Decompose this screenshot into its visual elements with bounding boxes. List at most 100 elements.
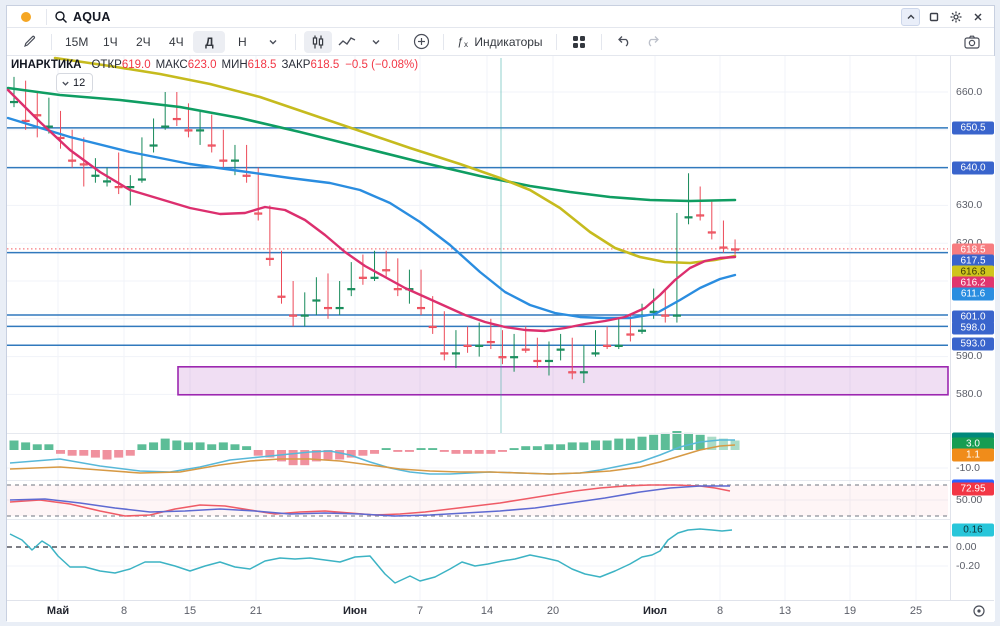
candle [242, 174, 251, 177]
legend-symbol: ИНАРКТИКА [11, 59, 82, 71]
collapse-button[interactable] [901, 7, 920, 26]
timeframe-15m[interactable]: 15M [65, 34, 89, 49]
close-icon[interactable] [969, 9, 986, 25]
price-badge-616.8: 616.8 [952, 265, 994, 279]
price-badge-601.0: 601.0 [952, 310, 994, 324]
search-icon[interactable] [54, 10, 68, 24]
price-axis-label: -0.20 [956, 560, 980, 572]
draw-pencil-icon[interactable] [15, 31, 43, 53]
time-tick-8: 8 [716, 605, 724, 617]
ohlc-legend: ИНАРКТИКА ОТКР619.0 МАКС623.0 МИН618.5 ЗАКР6… [11, 59, 418, 71]
scroll-to-realtime-icon[interactable] [972, 604, 986, 623]
time-tick-21: 21 [249, 605, 263, 617]
price-axis-label: -10.0 [956, 462, 980, 474]
candle [591, 352, 600, 355]
timeframe-4ч[interactable]: 4Ч [169, 34, 184, 49]
compare-plus-icon[interactable] [407, 31, 435, 53]
candle [370, 276, 379, 279]
undo-icon[interactable] [610, 31, 638, 53]
camera-snapshot-icon[interactable] [958, 31, 986, 53]
ma-green [6, 86, 737, 203]
style-chevron-down-icon[interactable] [362, 31, 390, 53]
legend-label: МИН [221, 59, 248, 71]
support-zone-rectangle[interactable] [177, 366, 949, 396]
divider [46, 8, 47, 25]
candle [603, 344, 612, 347]
collapsed-count: 12 [73, 77, 86, 89]
legend-label: ОТКР [91, 59, 122, 71]
candle [103, 180, 112, 183]
status-dot [21, 11, 31, 22]
timeframe-group: 15M 1Ч 2Ч 4Ч Д Н [60, 30, 258, 53]
ma-yellow [53, 56, 737, 265]
candle [184, 129, 193, 132]
level-lines[interactable] [7, 127, 948, 347]
candle [451, 352, 460, 355]
price-axis-label: 0.00 [956, 541, 977, 553]
timeframe-д[interactable]: Д [193, 30, 226, 53]
candle [289, 314, 298, 317]
timeframe-chevron-down-icon[interactable] [259, 31, 287, 53]
pane-separator[interactable] [7, 433, 994, 434]
candle [277, 295, 286, 298]
divider [51, 33, 52, 50]
collapsed-indicators-pill[interactable]: 12 [56, 73, 94, 93]
timeframe-2ч[interactable]: 2Ч [136, 34, 151, 49]
candle [440, 352, 449, 355]
candles-series [10, 76, 740, 384]
candle [196, 129, 205, 132]
rsi-blue [9, 485, 730, 517]
candle [230, 159, 239, 162]
macd-cyan [9, 439, 735, 475]
candle [358, 276, 367, 279]
settings-gear-icon[interactable] [947, 9, 964, 25]
candle [114, 186, 123, 189]
legend-label: ЗАКР [281, 59, 311, 71]
price-badge-616.2: 616.2 [952, 276, 994, 290]
candle [510, 356, 519, 359]
time-tick-8: 8 [120, 605, 128, 617]
price-axis[interactable]: 660.0630.0620.0590.0580.0-10.050.000.00-… [950, 56, 995, 621]
candle [324, 306, 333, 310]
candle [719, 246, 728, 249]
chart-canvas[interactable] [0, 56, 950, 600]
candle [300, 314, 309, 317]
time-tick-25: 25 [909, 605, 923, 617]
timeframe-н[interactable]: Н [238, 34, 247, 49]
price-badge-598.0: 598.0 [952, 321, 994, 335]
time-tick-июл: Июл [642, 605, 668, 617]
time-tick-20: 20 [546, 605, 560, 617]
legend-change: −0.5 (−0.08%) [345, 59, 419, 71]
candle [207, 144, 216, 147]
candle [382, 269, 391, 272]
candle [638, 329, 647, 332]
candle [661, 314, 670, 317]
candle [731, 248, 740, 251]
candle [68, 159, 77, 162]
title-bar: AQUA [7, 6, 994, 28]
time-tick-13: 13 [778, 605, 792, 617]
price-axis-label: 580.0 [956, 388, 983, 400]
candle [417, 306, 426, 310]
legend-value: 623.0 [187, 59, 217, 71]
price-badge-617.5: 617.5 [952, 254, 994, 268]
layout-grid-icon[interactable] [565, 31, 593, 53]
timeframe-1ч[interactable]: 1Ч [103, 34, 118, 49]
time-axis[interactable]: Май 8 15 21 Июн 7 14 20 Июл 8 13 19 25 [7, 600, 994, 622]
pane-separator[interactable] [7, 480, 994, 481]
divider [600, 33, 602, 50]
price-axis-label: 660.0 [956, 86, 983, 98]
pane-separator[interactable] [7, 519, 994, 520]
symbol-search-input[interactable]: AQUA [73, 9, 111, 24]
price-axis-label: 50.00 [956, 494, 983, 506]
ma-crimson [6, 88, 737, 333]
osc-cyan [9, 528, 733, 584]
candlestick-style-icon[interactable] [304, 30, 333, 53]
redo-icon[interactable] [639, 31, 667, 53]
candle [486, 340, 495, 344]
maximize-button[interactable] [925, 9, 942, 25]
line-style-icon[interactable] [333, 31, 361, 53]
macd-histogram [9, 431, 740, 466]
